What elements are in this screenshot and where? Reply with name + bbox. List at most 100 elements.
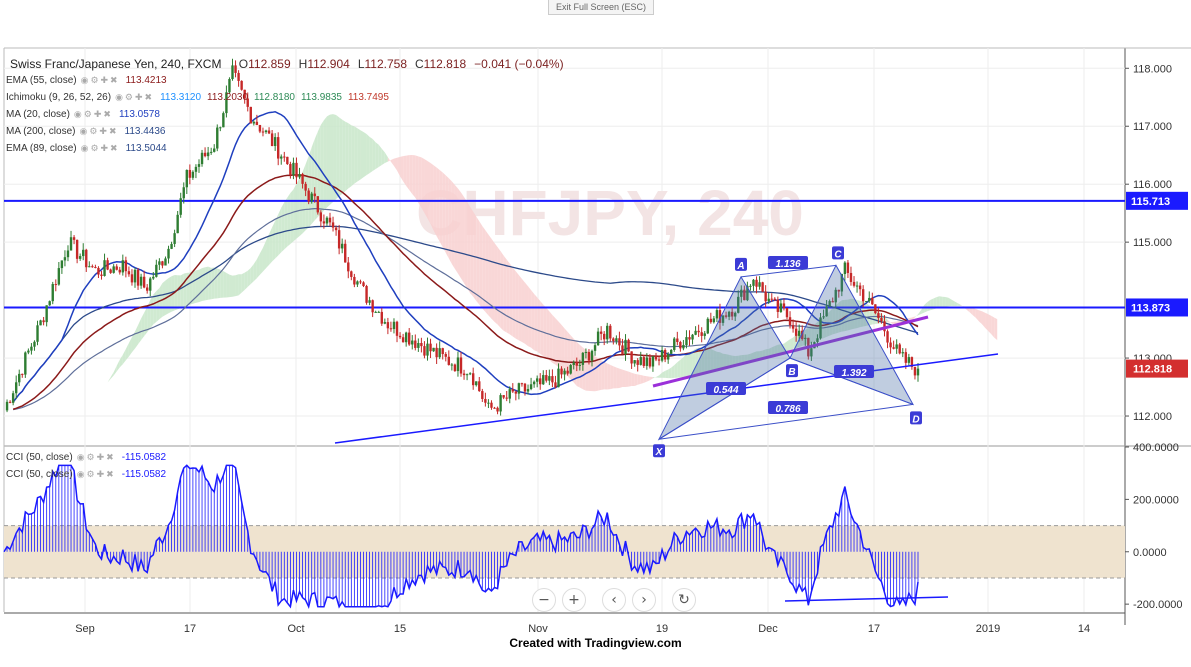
candle-body (298, 174, 301, 178)
ichimoku-cloud-segment (774, 344, 778, 356)
candle-body (654, 356, 658, 360)
candle-body (639, 357, 642, 365)
candle-body (310, 193, 313, 202)
pattern-point-marker (786, 364, 798, 378)
candle-body (880, 317, 883, 322)
candle-body (615, 338, 618, 342)
ichimoku-cloud-segment (549, 311, 553, 363)
candle-body (502, 395, 505, 398)
candle-body (417, 343, 420, 348)
ichimoku-cloud-segment (351, 125, 355, 187)
candle-body (158, 261, 161, 265)
indicator-row[interactable]: EMA (89, close) ◉⚙✚✖ 113.5044 (6, 140, 395, 157)
ichimoku-cloud-segment (777, 344, 781, 355)
indicator-row[interactable]: MA (20, close) ◉⚙✚✖ 113.0578 (6, 106, 395, 123)
candle-body (194, 166, 198, 172)
zoom-out-button[interactable]: − (532, 588, 556, 612)
exit-full-screen-button[interactable]: Exit Full Screen (ESC) (548, 0, 654, 15)
indicator-row[interactable]: CCI (50, close) ◉⚙✚✖ -115.0582 (6, 466, 172, 483)
ichimoku-cloud-segment (348, 123, 352, 189)
candle-body (703, 333, 706, 336)
indicator-controls-icon[interactable]: ◉⚙✚✖ (76, 452, 116, 462)
candle-body (429, 343, 432, 352)
ichimoku-cloud-segment (150, 294, 154, 329)
candle-body (633, 360, 636, 364)
candle-body (398, 335, 402, 338)
indicator-controls-icon[interactable]: ◉⚙✚✖ (73, 109, 113, 119)
candle-body (810, 348, 813, 357)
candle-body (246, 98, 249, 107)
candle-body (715, 310, 719, 319)
ichimoku-cloud-segment (266, 234, 270, 269)
candle-body (721, 315, 725, 323)
reset-chart-button[interactable]: ↻ (672, 588, 696, 612)
indicator-row[interactable]: Ichimoku (9, 26, 52, 26) ◉⚙✚✖ 113.3120 113.… (6, 89, 395, 106)
indicator-value: 113.2030 (207, 92, 249, 103)
candle-body (337, 230, 341, 249)
indicator-name: CCI (50, close) (6, 469, 73, 480)
candle-body (286, 156, 289, 165)
ichimoku-cloud-segment (975, 309, 979, 322)
pattern-point-label: C (834, 249, 842, 260)
candle-body (825, 306, 828, 317)
candle-body (895, 344, 898, 349)
candle-body (834, 289, 837, 303)
candle-body (779, 303, 783, 312)
level-price-label: 113.873 (1131, 302, 1170, 314)
indicator-name: MA (200, close) (6, 126, 76, 137)
indicator-row[interactable]: EMA (55, close) ◉⚙✚✖ 113.4213 (6, 72, 395, 89)
candle-body (752, 279, 755, 286)
ichimoku-cloud-segment (811, 324, 815, 343)
indicator-controls-icon[interactable]: ◉⚙✚✖ (80, 143, 120, 153)
candle-body (42, 320, 45, 323)
indicator-controls-icon[interactable]: ◉⚙✚✖ (76, 469, 116, 479)
candle-body (508, 389, 511, 399)
candle-body (72, 237, 76, 240)
ichimoku-cloud-segment (454, 184, 458, 274)
ichimoku-cloud-segment (232, 275, 236, 297)
ichimoku-cloud-segment (436, 167, 440, 242)
ichimoku-cloud-segment (290, 189, 294, 244)
ichimoku-cloud-segment (113, 365, 117, 376)
indicator-controls-icon[interactable]: ◉⚙✚✖ (79, 126, 119, 136)
ichimoku-cloud-segment (116, 359, 120, 372)
candle-body (386, 322, 390, 329)
ichimoku-cloud-segment (448, 178, 452, 265)
pattern-point-label: B (788, 367, 795, 378)
candle-body (188, 169, 192, 178)
ichimoku-cloud-segment (634, 373, 638, 387)
indicator-row[interactable]: CCI (50, close) ◉⚙✚✖ -115.0582 (6, 449, 172, 466)
candle-body (136, 269, 140, 286)
ichimoku-cloud-segment (601, 360, 605, 390)
scroll-right-button[interactable]: › (632, 588, 656, 612)
candle-body (907, 357, 911, 363)
candle-body (621, 345, 624, 355)
candle-body (694, 330, 697, 335)
candle-body (347, 262, 350, 272)
indicator-controls-icon[interactable]: ◉⚙✚✖ (115, 92, 155, 102)
ichimoku-cloud-segment (287, 192, 291, 247)
candle-body (225, 92, 228, 114)
indicator-controls-icon[interactable]: ◉⚙✚✖ (80, 75, 120, 85)
ichimoku-cloud-segment (424, 159, 428, 219)
ichimoku-cloud-segment (610, 364, 614, 390)
zoom-in-button[interactable]: + (562, 588, 586, 612)
ichimoku-cloud-segment (409, 155, 413, 194)
ma20-line (12, 110, 919, 403)
ichimoku-cloud-segment (293, 183, 297, 242)
candle-body (371, 300, 374, 313)
candle-body (785, 308, 789, 318)
candle-body (185, 169, 188, 188)
candle-body (852, 281, 856, 286)
candle-body (630, 351, 633, 364)
indicator-row[interactable]: MA (200, close) ◉⚙✚✖ 113.4436 (6, 123, 395, 140)
candle-body (18, 373, 21, 383)
candle-body (103, 260, 106, 276)
candle-body (325, 217, 329, 224)
scroll-left-button[interactable]: ‹ (602, 588, 626, 612)
candle-body (301, 174, 304, 184)
ichimoku-cloud-segment (269, 227, 273, 265)
candle-body (377, 311, 380, 313)
candle-body (438, 348, 441, 358)
